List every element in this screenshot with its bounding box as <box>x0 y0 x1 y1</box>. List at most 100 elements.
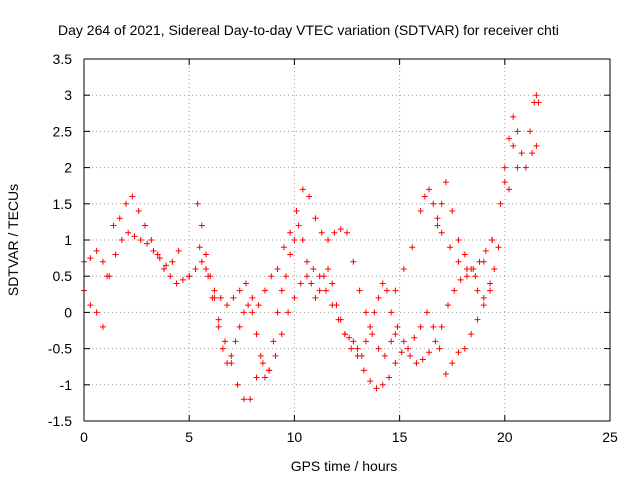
data-point <box>455 349 462 356</box>
data-point <box>468 265 475 272</box>
data-point <box>455 237 462 243</box>
data-point <box>375 294 382 301</box>
data-point <box>344 229 350 236</box>
data-point <box>360 367 367 374</box>
data-point <box>480 302 487 309</box>
y-tick-label: -0.5 <box>48 341 72 357</box>
data-point <box>436 345 443 352</box>
data-point <box>455 258 462 265</box>
data-point <box>131 233 138 240</box>
data-point <box>392 360 399 367</box>
data-point <box>423 309 430 316</box>
data-point <box>468 331 475 338</box>
x-tick-label: 20 <box>497 429 513 445</box>
data-point <box>234 381 241 388</box>
y-tick-label: 2 <box>64 160 72 176</box>
data-point <box>522 164 529 171</box>
data-point <box>438 323 445 330</box>
data-point <box>322 287 329 294</box>
data-point <box>350 338 357 345</box>
data-point <box>497 200 504 207</box>
data-point <box>449 208 456 215</box>
data-point <box>413 360 420 367</box>
data-point <box>261 374 268 381</box>
data-point <box>348 345 355 352</box>
data-point <box>304 258 311 265</box>
data-point <box>217 294 224 301</box>
data-point <box>272 352 279 359</box>
data-point <box>293 208 300 215</box>
data-point <box>514 128 521 135</box>
data-point <box>278 331 285 338</box>
data-point <box>236 287 243 294</box>
chart-title: Day 264 of 2021, Sidereal Day-to-day VTE… <box>58 22 559 38</box>
data-point <box>196 244 203 251</box>
data-point <box>518 150 525 157</box>
data-point <box>438 229 445 236</box>
data-point <box>451 287 458 294</box>
data-point <box>203 265 210 272</box>
plot-frame <box>83 58 611 422</box>
data-point <box>400 265 407 272</box>
data-point <box>417 208 424 215</box>
data-point <box>337 226 344 233</box>
data-point <box>192 265 199 272</box>
data-point <box>318 229 325 236</box>
data-point <box>346 334 353 341</box>
data-point <box>411 334 418 341</box>
data-point <box>463 273 470 280</box>
data-point <box>480 258 487 265</box>
data-point <box>163 262 170 269</box>
data-point <box>282 273 289 280</box>
data-point <box>249 294 256 301</box>
data-point <box>386 374 393 381</box>
data-point <box>383 287 390 294</box>
data-point <box>438 200 445 207</box>
data-point <box>148 237 155 243</box>
data-point <box>325 265 332 272</box>
x-tick-label: 25 <box>602 429 618 445</box>
data-point <box>362 309 369 316</box>
data-point <box>160 265 167 272</box>
data-point <box>253 374 260 381</box>
data-point <box>388 309 395 316</box>
data-point <box>87 302 94 309</box>
data-point <box>426 349 433 356</box>
data-point <box>116 215 123 222</box>
data-point <box>358 352 365 359</box>
data-point <box>259 360 266 367</box>
x-tick-label: 15 <box>392 429 408 445</box>
data-point <box>106 273 113 280</box>
data-point <box>299 237 306 243</box>
data-point <box>331 229 338 236</box>
data-point <box>356 287 363 294</box>
data-point <box>219 345 226 352</box>
data-point <box>142 222 149 229</box>
data-point <box>137 237 144 243</box>
y-tick-label: 3.5 <box>53 51 73 67</box>
data-point <box>215 323 222 330</box>
data-point <box>255 302 262 309</box>
data-point <box>501 164 508 171</box>
data-point <box>487 280 494 287</box>
data-point <box>312 294 319 301</box>
data-point <box>110 222 117 229</box>
data-point <box>405 345 412 352</box>
data-point <box>329 280 336 287</box>
data-point <box>426 186 433 193</box>
data-point <box>287 251 294 258</box>
data-point <box>474 287 481 294</box>
data-point <box>506 135 513 142</box>
data-point <box>274 265 281 272</box>
series-track-b <box>81 229 494 403</box>
data-point <box>407 352 414 359</box>
data-point <box>240 309 247 316</box>
data-point <box>430 200 437 207</box>
data-point <box>118 237 125 243</box>
data-point <box>125 229 132 236</box>
data-point <box>375 345 382 352</box>
data-point <box>533 142 540 149</box>
data-point <box>506 186 513 193</box>
data-point <box>373 385 380 392</box>
